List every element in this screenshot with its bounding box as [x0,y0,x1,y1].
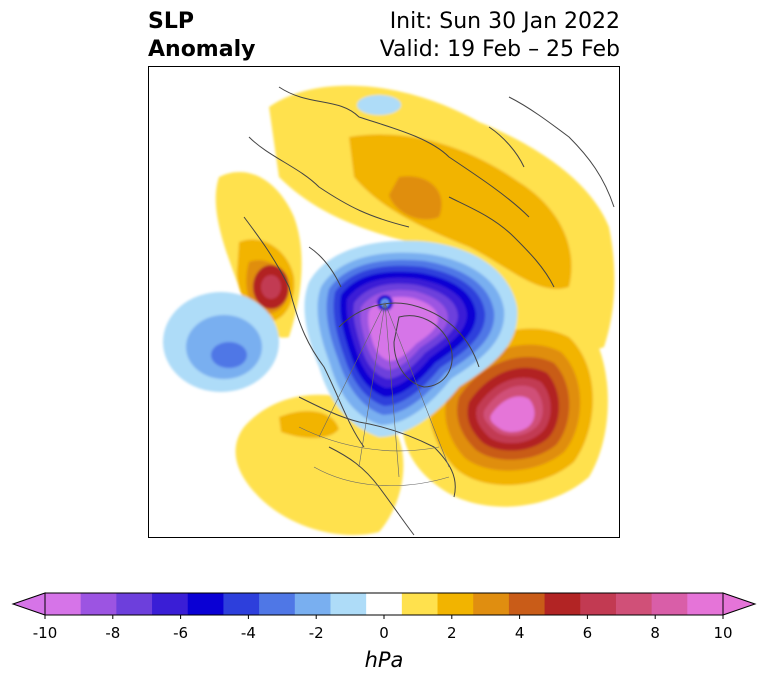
colorbar-segment [80,593,117,615]
colorbar-segment [294,593,331,615]
colorbar-tick-label: 0 [379,624,389,642]
colorbar-tick-label: -10 [32,624,58,642]
colorbar-segment [330,593,367,615]
chart-title-right: Init: Sun 30 Jan 2022 Valid: 19 Feb – 25… [380,8,620,64]
colorbar-segment [508,593,546,615]
valid-range: Valid: 19 Feb – 25 Feb [379,37,620,62]
colorbar-segment [259,593,296,615]
colorbar-segment [401,593,439,615]
colorbar-tick-label: 10 [713,624,733,642]
variable-title: SLP [148,9,194,34]
colorbar-segment [152,593,189,615]
colorbar-segment [473,593,510,615]
colorbar-segments [45,593,724,615]
variable-subtitle: Anomaly [148,37,256,62]
colorbar-segment [45,593,82,615]
colorbar-units: hPa [364,648,404,672]
colorbar-segment [116,593,153,615]
map-panel [148,66,620,538]
colorbar-tick-label: -4 [240,624,256,642]
colorbar [11,592,757,619]
colorbar-left-extension [11,592,46,616]
colorbar-segment [223,593,260,615]
colorbar-segment [651,593,688,615]
colorbar-segment [544,593,581,615]
colorbar-tick-label: 2 [447,624,457,642]
colorbar-tick-label: 4 [514,624,525,642]
colorbar-tick-label: 8 [650,624,660,642]
colorbar-tick-label: 6 [582,624,593,642]
anomaly-map [163,85,615,536]
colorbar-segment [187,593,224,615]
colorbar-segment [687,593,724,615]
colorbar-segment [366,593,403,615]
north-america-positive-mid [279,410,339,438]
colorbar-segment [615,593,653,615]
eurasia-positive-mid [349,134,572,289]
north-america-positive-outer [235,394,404,536]
coastlines [243,86,615,536]
graticule [298,302,450,486]
colorbar-segment [580,593,617,615]
colorbar-tick-label: -6 [173,624,189,642]
atlantic-positive-peak [490,396,535,432]
chart-title-left: SLP Anomaly [148,8,255,64]
eurasia-positive-core [389,176,442,220]
colorbar-tick-label: -8 [105,624,121,642]
colorbar-tick-label: -2 [308,624,324,642]
init-date: Init: Sun 30 Jan 2022 [389,9,620,34]
colorbar-ticks [44,615,724,619]
colorbar-segment [437,593,474,615]
colorbar-right-extension [722,592,757,616]
